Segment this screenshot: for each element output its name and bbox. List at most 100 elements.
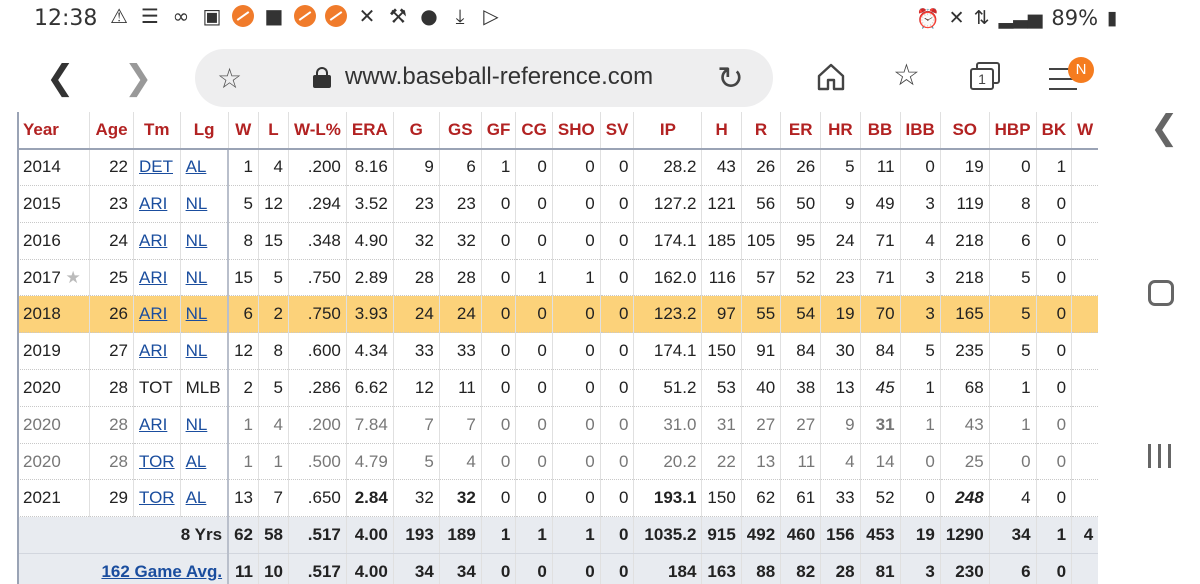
- cell-bb: 71: [859, 222, 901, 260]
- column-header[interactable]: L: [258, 112, 289, 150]
- column-header[interactable]: Age: [89, 112, 134, 150]
- cell-value: .200: [307, 414, 341, 434]
- cell-wl: .500: [288, 443, 347, 481]
- team-link[interactable]: ARI: [139, 267, 168, 287]
- cell-value: .650: [307, 488, 341, 508]
- cell-gf: 0: [480, 332, 516, 371]
- column-header[interactable]: W: [1071, 112, 1099, 150]
- column-header[interactable]: BB: [859, 112, 901, 150]
- column-header[interactable]: Year: [17, 112, 90, 150]
- pitching-stats-table-container[interactable]: Year Age Tm Lg W L W-L% ERA G GS GF CG SHO SV IP H R ER HR…: [0, 112, 1108, 584]
- cell-cg: 0: [515, 222, 553, 260]
- league-link[interactable]: NL: [185, 304, 208, 324]
- address-bar[interactable]: ☆ www.baseball-reference.com ↻: [195, 49, 773, 107]
- cell-g: 28: [392, 259, 440, 297]
- column-header[interactable]: SO: [939, 112, 990, 150]
- cell-r: 55: [740, 295, 781, 334]
- team-link[interactable]: ARI: [139, 230, 168, 250]
- back-button[interactable]: ❮: [46, 58, 75, 98]
- cell-tm: ARI: [133, 332, 181, 371]
- cell-value: 27: [796, 414, 816, 434]
- cell-ip: 123.2: [633, 295, 702, 334]
- column-header[interactable]: ER: [780, 112, 821, 150]
- cell-w: 1: [227, 406, 259, 444]
- column-header[interactable]: IBB: [899, 112, 941, 150]
- team-link[interactable]: ARI: [139, 414, 168, 434]
- column-header[interactable]: HBP: [988, 112, 1037, 150]
- column-header[interactable]: SHO: [551, 112, 601, 150]
- forward-button[interactable]: ❯: [124, 58, 153, 98]
- cell-value: 0: [618, 451, 629, 471]
- column-header[interactable]: GF: [480, 112, 516, 150]
- column-header[interactable]: IP: [633, 112, 702, 150]
- column-header[interactable]: CG: [515, 112, 553, 150]
- status-bar: 12:38 ⚠ ☰ ∞ ▣ ■ ✕ ⚒ ● ⤓ ▷ ⏰ ✕ ⇅ ▂▃▅ 89% …: [0, 0, 1120, 40]
- cell-value: 51.2: [663, 377, 697, 397]
- column-header[interactable]: H: [701, 112, 742, 150]
- league-link[interactable]: NL: [185, 267, 208, 287]
- table-row: 2017 ★ 25 ARI NL 15 5 .750 2.89 28 28 0 1 1 0 162.0 116…: [17, 259, 1099, 297]
- team-link[interactable]: ARI: [139, 304, 168, 324]
- cell-wl: .600: [288, 332, 347, 371]
- league-link[interactable]: NL: [185, 193, 208, 213]
- cell-hbp: 5: [988, 295, 1037, 334]
- league-link[interactable]: AL: [185, 451, 207, 471]
- league-link[interactable]: NL: [185, 414, 208, 434]
- cell-bk: 0: [1035, 185, 1072, 223]
- row-label-cell: 8 Yrs: [17, 516, 230, 555]
- cell-er: 50: [780, 185, 821, 223]
- column-header[interactable]: Lg: [179, 112, 229, 150]
- team-link[interactable]: TOR: [139, 451, 175, 471]
- column-header[interactable]: W: [227, 112, 259, 150]
- cell-so: 235: [939, 332, 990, 371]
- team-link[interactable]: TOR: [139, 488, 175, 508]
- cell-cg: 1: [515, 259, 553, 297]
- cell-value: 12: [234, 341, 253, 361]
- home-icon[interactable]: [816, 62, 846, 92]
- cell-hbp: 8: [988, 185, 1037, 223]
- cell-value: 5: [1021, 341, 1031, 361]
- cell-value: 4: [466, 451, 476, 471]
- column-header[interactable]: HR: [820, 112, 861, 150]
- league-link[interactable]: AL: [185, 488, 207, 508]
- tabs-icon[interactable]: 1: [970, 62, 1000, 92]
- cell-value: 32: [456, 488, 476, 508]
- cell-value: 26: [796, 157, 816, 177]
- cell-value: 0: [500, 488, 511, 508]
- cell-value: 49: [875, 193, 895, 213]
- cell-ibb: 3: [899, 259, 941, 297]
- column-header[interactable]: R: [740, 112, 781, 150]
- cell-value: 11: [797, 451, 816, 471]
- cell-hbp: 4: [988, 479, 1037, 518]
- game-average-link[interactable]: 162 Game Avg.: [101, 561, 223, 581]
- system-recents-icon[interactable]: [1148, 444, 1172, 468]
- team-link[interactable]: ARI: [139, 193, 168, 213]
- column-header[interactable]: BK: [1035, 112, 1072, 150]
- url-text[interactable]: www.baseball-reference.com: [345, 63, 654, 90]
- system-back-icon[interactable]: ❮: [1150, 108, 1179, 148]
- cell-value: 2016: [23, 230, 61, 250]
- menu-icon[interactable]: [1049, 68, 1077, 90]
- league-link[interactable]: NL: [185, 341, 208, 361]
- team-link[interactable]: ARI: [139, 341, 168, 361]
- column-header[interactable]: W-L%: [288, 112, 347, 150]
- reload-icon[interactable]: ↻: [717, 59, 744, 97]
- column-header[interactable]: Tm: [133, 112, 181, 150]
- cell-gs: 4: [438, 443, 482, 481]
- column-header[interactable]: GS: [438, 112, 482, 150]
- column-header[interactable]: SV: [599, 112, 634, 150]
- column-header[interactable]: G: [392, 112, 440, 150]
- bookmarks-icon[interactable]: ☆: [893, 59, 920, 92]
- cell-value: 5: [273, 377, 283, 397]
- cell-extra: 4: [1071, 516, 1099, 555]
- league-link[interactable]: NL: [185, 230, 208, 250]
- cell-value: 4: [845, 451, 855, 471]
- team-link[interactable]: DET: [139, 157, 173, 177]
- column-header[interactable]: ERA: [345, 112, 394, 150]
- cell-er: 11: [780, 443, 821, 481]
- cell-so: 19: [939, 148, 990, 187]
- league-link[interactable]: AL: [185, 157, 207, 177]
- system-home-icon[interactable]: [1148, 280, 1174, 306]
- bookmark-star-icon[interactable]: ☆: [217, 63, 243, 94]
- cell-empty: [1071, 259, 1099, 297]
